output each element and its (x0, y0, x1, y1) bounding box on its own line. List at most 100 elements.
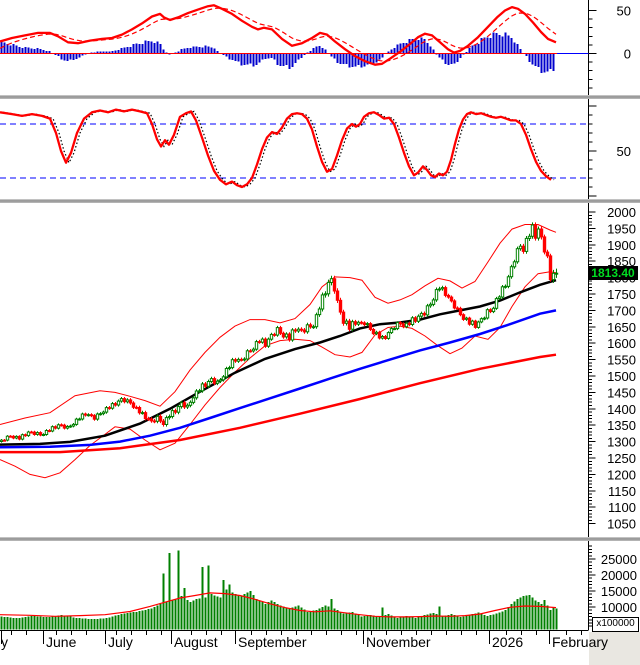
volume-bar (351, 611, 354, 630)
volume-bar (459, 617, 462, 630)
panel-splitter[interactable] (0, 95, 640, 99)
volume-bar (441, 616, 444, 630)
candle-body (458, 307, 463, 316)
macd-histogram-bar (468, 48, 471, 54)
volume-bar (15, 618, 18, 630)
volume-bar (201, 567, 204, 630)
volume-bar (531, 597, 534, 630)
macd-histogram-bar (477, 43, 480, 54)
candle-body (203, 383, 208, 387)
candle-body (347, 320, 352, 330)
macd-histogram-bar (300, 53, 303, 59)
macd-histogram-bar (336, 53, 339, 63)
candle-body (221, 376, 226, 381)
volume-bar (213, 595, 216, 630)
macd-histogram-bar (480, 38, 483, 54)
macd-histogram-bar (150, 41, 153, 54)
volume-bar (438, 606, 441, 630)
macd-histogram-bar (6, 44, 9, 54)
macd-histogram-bar (162, 49, 165, 54)
macd-histogram-bar (399, 43, 402, 54)
macd-histogram-bar (33, 48, 36, 54)
volume-bar (549, 610, 552, 630)
macd-histogram-bar (258, 53, 261, 63)
macd-histogram-bar (288, 53, 291, 69)
candle-body (32, 431, 37, 436)
volume-bar (174, 599, 177, 630)
macd-histogram-bar (405, 43, 408, 54)
candle-body (422, 312, 427, 316)
price-panel: 2000195019001850180017501700165016001550… (0, 205, 636, 532)
macd-histogram-bar (261, 53, 264, 60)
candle-body (449, 296, 454, 302)
macd-histogram-bar (546, 53, 549, 72)
macd-histogram-bar (222, 53, 225, 56)
candle-body (17, 435, 22, 440)
volume-bar (489, 615, 492, 630)
volume-bar (363, 616, 366, 630)
volume-bar (510, 603, 513, 630)
panel-splitter[interactable] (0, 199, 640, 203)
panel-splitter[interactable] (0, 537, 640, 541)
candle-body (8, 435, 13, 438)
macd-histogram-bar (453, 53, 456, 64)
candle-body (170, 410, 175, 418)
candle-body (254, 341, 259, 350)
volume-bar (192, 600, 195, 630)
macd-histogram-bar (342, 53, 345, 65)
candle-body (263, 338, 268, 347)
macd-line (0, 4, 557, 66)
volume-bar (81, 618, 84, 630)
macd-histogram-bar (348, 53, 351, 68)
volume-bar (96, 618, 99, 630)
candle-body (110, 403, 115, 409)
macd-histogram-bar (189, 48, 192, 54)
candle-body (392, 328, 397, 331)
candle-body (461, 314, 466, 320)
volume-bar (231, 592, 234, 630)
macd-histogram-bar (129, 46, 132, 54)
volume-bar (285, 607, 288, 630)
volume-bar (279, 605, 282, 630)
macd-histogram-bar (354, 53, 357, 67)
volume-bar (222, 579, 225, 630)
x-axis-month-label: August (174, 634, 218, 650)
candle-body (530, 224, 535, 237)
volume-bar (498, 612, 501, 630)
macd-histogram-bar (324, 49, 327, 54)
candle-body (56, 424, 61, 429)
macd-histogram-bar (273, 53, 276, 60)
candle-body (290, 329, 295, 341)
volume-bar (168, 553, 171, 630)
volume-bar (546, 605, 549, 630)
volume-bar (132, 612, 135, 630)
macd-histogram-bar (81, 53, 84, 56)
candle-body (473, 320, 478, 328)
macd-histogram-bar (234, 53, 237, 62)
candle-body (0, 439, 4, 443)
volume-scale-label: 20000 (601, 568, 637, 583)
candle-body (425, 305, 430, 316)
candle-body (485, 309, 490, 319)
volume-bar (30, 616, 33, 630)
macd-histogram-bar (48, 51, 51, 54)
candle-body (224, 368, 229, 378)
volume-bar (471, 614, 474, 630)
macd-histogram-bar (213, 48, 216, 54)
volume-bar (432, 612, 435, 630)
macd-histogram-bar (291, 53, 294, 68)
volume-bar (126, 613, 129, 630)
volume-bar (60, 615, 63, 630)
candle-body (257, 341, 262, 344)
macd-histogram-bar (30, 48, 33, 54)
volume-bar (468, 615, 471, 630)
macd-histogram-bar (72, 53, 75, 61)
volume-bar (120, 614, 123, 630)
macd-histogram-bar (531, 53, 534, 65)
volume-bar (408, 616, 411, 630)
macd-histogram-bar (207, 46, 210, 54)
price-scale-label: 1750 (607, 287, 636, 302)
volume-bar (282, 606, 285, 630)
candle-body (491, 307, 496, 313)
